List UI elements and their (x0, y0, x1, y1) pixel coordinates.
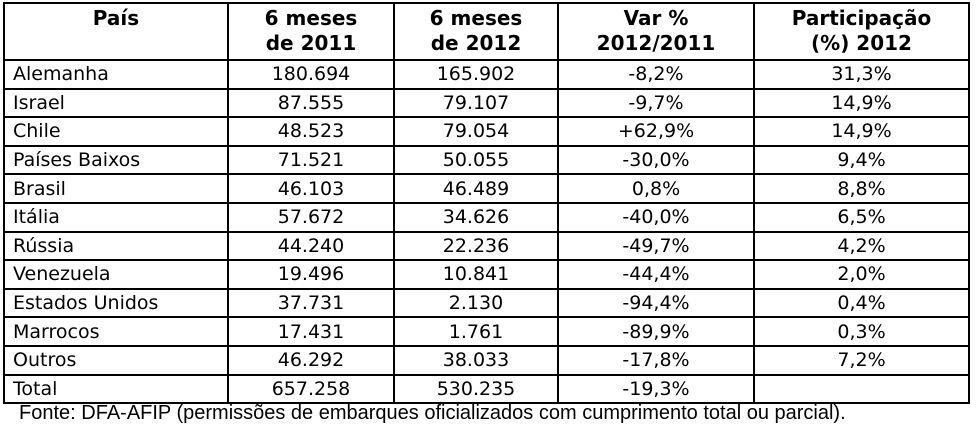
table-row: Brasil 46.103 46.489 0,8% 8,8% (3, 173, 970, 204)
country-cell: Outros (3, 344, 229, 376)
country-cell: Itália (3, 201, 229, 233)
header-line: Participação (791, 6, 932, 30)
table-row: Estados Unidos 37.731 2.130 -94,4% 0,4% (3, 287, 970, 319)
share-cell: 9,4% (753, 144, 970, 176)
share-cell: 14,9% (753, 116, 970, 147)
country-cell: Chile (3, 116, 229, 147)
value-2012-cell: 46.489 (393, 173, 559, 204)
country-cell: Venezuela (3, 259, 229, 290)
value-2012-cell: 79.054 (393, 116, 559, 147)
table-row: Países Baixos 71.521 50.055 -30,0% 9,4% (3, 144, 970, 176)
var-cell: -30,0% (557, 144, 755, 176)
column-header-2011: 6 meses de 2011 (227, 2, 395, 61)
value-2012-cell: 50.055 (393, 144, 559, 176)
share-cell (753, 373, 970, 405)
share-cell: 14,9% (753, 87, 970, 119)
var-cell: -19,3% (557, 373, 755, 405)
value-2011-cell: 19.496 (227, 259, 395, 290)
table-row: Itália 57.672 34.626 -40,0% 6,5% (3, 201, 970, 233)
header-line: 2012/2011 (596, 31, 716, 55)
value-2011-cell: 71.521 (227, 144, 395, 176)
value-2012-cell: 22.236 (393, 230, 559, 262)
table-row: Marrocos 17.431 1.761 -89,9% 0,3% (3, 316, 970, 347)
value-2011-cell: 57.672 (227, 201, 395, 233)
value-2012-cell: 1.761 (393, 316, 559, 347)
header-line: (%) 2012 (811, 31, 912, 55)
column-header-participacao: Participação (%) 2012 (753, 2, 970, 61)
value-2011-cell: 48.523 (227, 116, 395, 147)
var-cell: -94,4% (557, 287, 755, 319)
value-2011-cell: 17.431 (227, 316, 395, 347)
value-2011-cell: 46.292 (227, 344, 395, 376)
source-note: Fonte: DFA-AFIP (permissões de embarques… (19, 402, 846, 424)
table-row: Chile 48.523 79.054 +62,9% 14,9% (3, 116, 970, 147)
var-cell: -49,7% (557, 230, 755, 262)
share-cell: 2,0% (753, 259, 970, 290)
share-cell: 8,8% (753, 173, 970, 204)
column-header-var: Var % 2012/2011 (557, 2, 755, 61)
var-cell: -9,7% (557, 87, 755, 119)
var-cell: +62,9% (557, 116, 755, 147)
country-cell: Brasil (3, 173, 229, 204)
value-2011-cell: 657.258 (227, 373, 395, 405)
var-cell: 0,8% (557, 173, 755, 204)
header-line: de 2011 (265, 31, 357, 55)
table-row: Rússia 44.240 22.236 -49,7% 4,2% (3, 230, 970, 262)
table-row: Alemanha 180.694 165.902 -8,2% 31,3% (3, 59, 970, 90)
header-line: de 2012 (430, 31, 522, 55)
country-cell: Marrocos (3, 316, 229, 347)
country-cell: Estados Unidos (3, 287, 229, 319)
table-header-row: País 6 meses de 2011 6 meses de 2012 Var… (3, 2, 970, 61)
header-line: 6 meses (264, 6, 358, 30)
value-2012-cell: 530.235 (393, 373, 559, 405)
country-cell: Total (3, 373, 229, 405)
header-line: Var % (623, 6, 689, 30)
country-cell: Rússia (3, 230, 229, 262)
share-cell: 6,5% (753, 201, 970, 233)
var-cell: -8,2% (557, 59, 755, 90)
header-line: 6 meses (429, 6, 523, 30)
export-data-table: País 6 meses de 2011 6 meses de 2012 Var… (3, 2, 970, 405)
table-row-total: Total 657.258 530.235 -19,3% (3, 373, 970, 405)
value-2011-cell: 46.103 (227, 173, 395, 204)
share-cell: 7,2% (753, 344, 970, 376)
value-2012-cell: 34.626 (393, 201, 559, 233)
value-2011-cell: 180.694 (227, 59, 395, 90)
value-2012-cell: 38.033 (393, 344, 559, 376)
share-cell: 31,3% (753, 59, 970, 90)
var-cell: -44,4% (557, 259, 755, 290)
value-2011-cell: 87.555 (227, 87, 395, 119)
value-2012-cell: 2.130 (393, 287, 559, 319)
value-2011-cell: 44.240 (227, 230, 395, 262)
var-cell: -40,0% (557, 201, 755, 233)
country-cell: Países Baixos (3, 144, 229, 176)
share-cell: 4,2% (753, 230, 970, 262)
header-line: País (92, 6, 140, 30)
table-row: Outros 46.292 38.033 -17,8% 7,2% (3, 344, 970, 376)
share-cell: 0,3% (753, 316, 970, 347)
value-2012-cell: 79.107 (393, 87, 559, 119)
value-2012-cell: 10.841 (393, 259, 559, 290)
table-row: Israel 87.555 79.107 -9,7% 14,9% (3, 87, 970, 119)
value-2012-cell: 165.902 (393, 59, 559, 90)
column-header-2012: 6 meses de 2012 (393, 2, 559, 61)
share-cell: 0,4% (753, 287, 970, 319)
table-row: Venezuela 19.496 10.841 -44,4% 2,0% (3, 259, 970, 290)
country-cell: Israel (3, 87, 229, 119)
country-cell: Alemanha (3, 59, 229, 90)
var-cell: -17,8% (557, 344, 755, 376)
value-2011-cell: 37.731 (227, 287, 395, 319)
column-header-pais: País (3, 2, 229, 61)
var-cell: -89,9% (557, 316, 755, 347)
